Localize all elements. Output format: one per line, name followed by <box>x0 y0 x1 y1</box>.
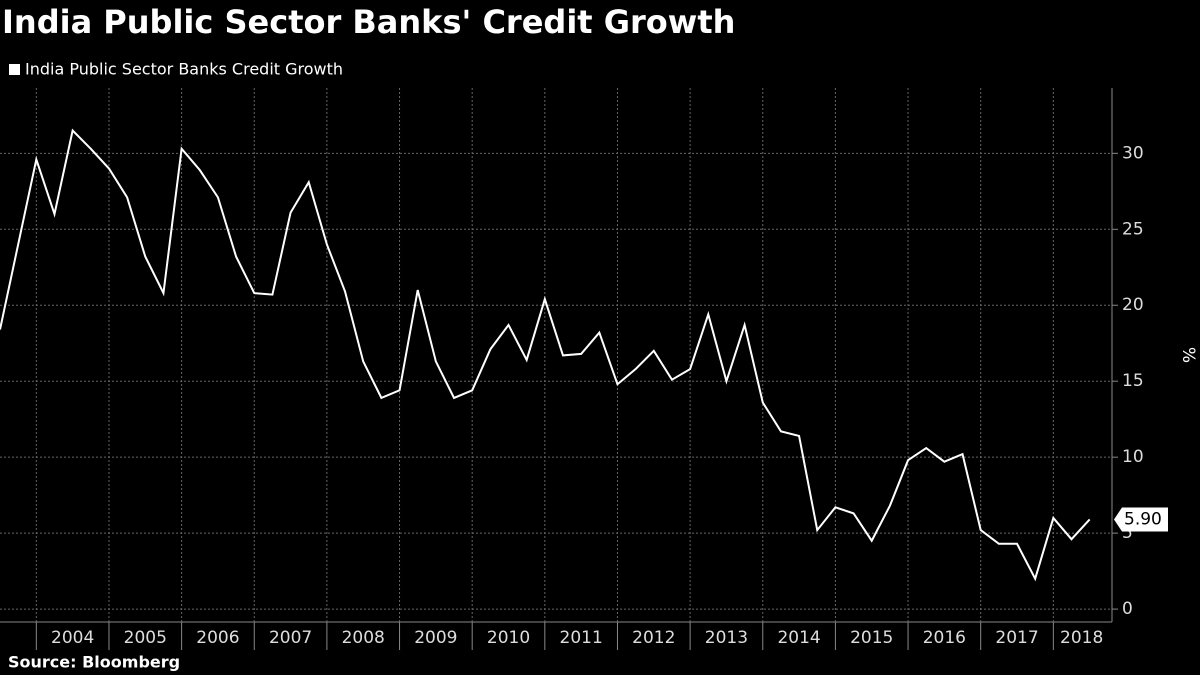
x-tick-label: 2017 <box>995 628 1038 648</box>
x-tick-label: 2016 <box>923 628 966 648</box>
x-tick-label: 2005 <box>124 628 167 648</box>
legend-label: India Public Sector Banks Credit Growth <box>25 60 343 79</box>
x-tick-label: 2012 <box>632 628 675 648</box>
source: Source: Bloomberg <box>8 653 180 672</box>
y-tick-label: 25 <box>1122 219 1144 239</box>
x-tick-label: 2007 <box>269 628 312 648</box>
y-tick-label: 30 <box>1122 143 1144 163</box>
x-tick-label: 2014 <box>777 628 820 648</box>
x-tick-label: 2010 <box>487 628 530 648</box>
x-tick-label: 2009 <box>414 628 457 648</box>
line <box>0 128 1091 582</box>
x-tick-label: 2011 <box>560 628 603 648</box>
x-tick-label: 2015 <box>850 628 893 648</box>
chart-title: India Public Sector Banks' Credit Growth <box>2 3 735 41</box>
value-label: 5.90 <box>1124 509 1162 529</box>
y-tick-label: 10 <box>1122 447 1144 467</box>
x-tick-label: 2018 <box>1060 628 1103 648</box>
x-tick-label: 2008 <box>342 628 385 648</box>
legend-swatch <box>9 64 20 75</box>
y-tick-label: 20 <box>1122 295 1144 315</box>
y-axis-label: % <box>1178 347 1198 363</box>
y-tick-label: 5 <box>1122 523 1133 543</box>
x-tick-label: 2006 <box>196 628 239 648</box>
value-label-box <box>1114 507 1168 532</box>
y-tick-label: 0 <box>1122 599 1133 619</box>
x-tick-label: 2013 <box>705 628 748 648</box>
y-tick-label: 15 <box>1122 371 1144 391</box>
x-tick-label: 2004 <box>51 628 94 648</box>
